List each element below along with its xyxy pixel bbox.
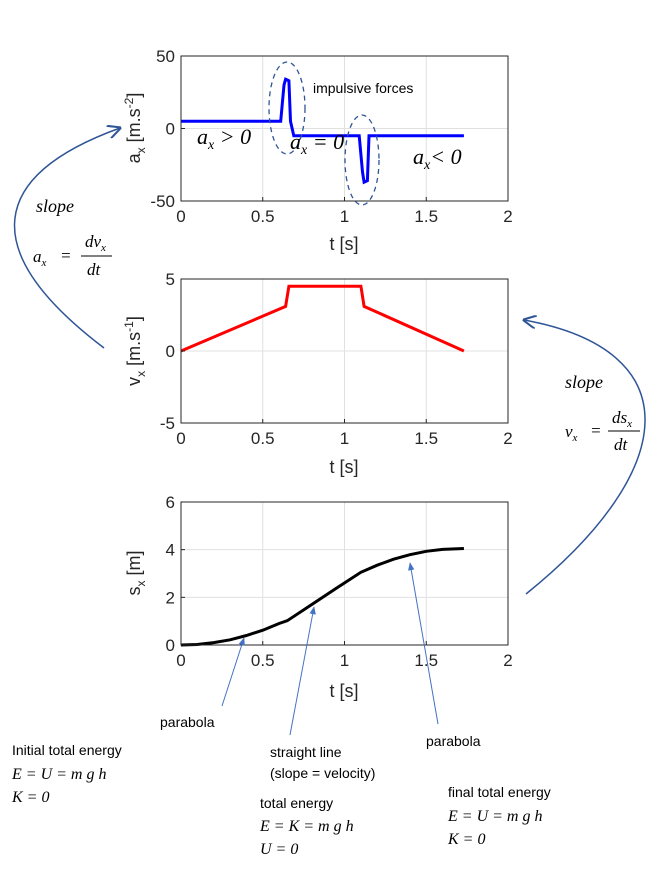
- svg-text:vx: vx: [565, 422, 578, 444]
- x-tick-label: 1: [340, 207, 349, 226]
- y-tick-label: -50: [150, 192, 175, 211]
- x-tick-label: 0: [176, 651, 185, 670]
- chart-velocity: 0 0.5 1 1.5 2-505 t [s] vx [m.s-1]: [122, 270, 513, 477]
- y-tick-label: 5: [166, 270, 175, 289]
- chart-displacement-ticks: 0 0.5 1 1.5 2 0 2 4 6: [166, 493, 513, 670]
- svg-text:dsx: dsx: [612, 408, 632, 430]
- impulse-ellipse-2: [344, 114, 380, 206]
- y-tick-label: 2: [166, 588, 175, 607]
- velocity-xlabel: t [s]: [329, 457, 358, 477]
- svg-text:ax: ax: [33, 247, 47, 269]
- x-tick-label: 0: [176, 429, 185, 448]
- displacement-ylabel: sx [m]: [124, 550, 148, 595]
- velocity-line: [180, 284, 465, 353]
- x-tick-label: 0.5: [251, 207, 275, 226]
- acceleration-ylabel: ax [m.s-2]: [122, 93, 148, 164]
- total-energy-block: total energy E = K = m g h U = 0: [259, 795, 354, 858]
- y-tick-label: -5: [160, 414, 175, 433]
- x-tick-label: 0.5: [251, 429, 275, 448]
- svg-text:K = 0: K = 0: [447, 831, 485, 848]
- x-tick-label: 1.5: [414, 429, 438, 448]
- ax-zero-label: ax = 0: [290, 129, 344, 158]
- left-slope-word: slope: [36, 196, 74, 216]
- left-slope-arrow: [13, 128, 120, 349]
- chart-velocity-grid: [180, 278, 509, 424]
- x-tick-label: 2: [503, 207, 512, 226]
- initial-energy-block: Initial total energy E = U = m g h K = 0: [11, 742, 122, 806]
- parabola-2-label: parabola: [426, 733, 481, 749]
- svg-text:E = U = m g h: E = U = m g h: [11, 766, 106, 783]
- parabola-2-arrow: [408, 562, 439, 725]
- svg-text:final total energy: final total energy: [448, 784, 551, 800]
- x-tick-label: 1.5: [414, 651, 438, 670]
- acceleration-xlabel: t [s]: [329, 234, 358, 254]
- impulsive-forces-label: impulsive forces: [313, 80, 413, 96]
- straight-line-label-2: (slope = velocity): [270, 765, 375, 781]
- ax-negative-label: ax< 0: [413, 144, 462, 173]
- y-tick-label: 4: [166, 541, 175, 560]
- svg-text:Initial total energy: Initial total energy: [12, 742, 122, 758]
- ax-positive-label: ax > 0: [197, 124, 251, 153]
- x-tick-label: 0: [176, 207, 185, 226]
- acceleration-line: [181, 77, 464, 185]
- svg-text:dt: dt: [614, 435, 629, 454]
- x-tick-label: 2: [503, 651, 512, 670]
- right-slope-formula: vx = dsx dt: [565, 408, 640, 454]
- y-tick-label: 6: [166, 493, 175, 512]
- velocity-ylabel: vx [m.s-1]: [122, 316, 148, 386]
- y-tick-label: 0: [166, 342, 175, 361]
- parabola-1-arrow: [221, 637, 245, 707]
- left-slope-formula: ax = dvx dt: [33, 232, 112, 279]
- x-tick-label: 1: [340, 651, 349, 670]
- svg-text:dvx: dvx: [85, 232, 106, 254]
- y-tick-label: 50: [156, 47, 175, 66]
- displacement-line: [180, 547, 464, 647]
- chart-displacement-grid: [180, 501, 509, 646]
- x-tick-label: 2: [503, 429, 512, 448]
- x-tick-label: 1: [340, 429, 349, 448]
- x-tick-label: 1.5: [414, 207, 438, 226]
- chart-velocity-ticks: 0 0.5 1 1.5 2-505: [160, 270, 513, 448]
- svg-text:dt: dt: [87, 260, 102, 279]
- svg-text:E = U = m g h: E = U = m g h: [447, 808, 542, 825]
- right-slope-word: slope: [565, 372, 603, 392]
- straight-line-arrow: [289, 606, 316, 736]
- displacement-xlabel: t [s]: [329, 681, 358, 701]
- straight-line-label: straight line: [270, 744, 342, 760]
- final-energy-block: final total energy E = U = m g h K = 0: [447, 784, 551, 848]
- x-tick-label: 0.5: [251, 651, 275, 670]
- right-slope-arrow: [524, 320, 646, 595]
- impulse-ellipse-1: [268, 61, 306, 155]
- svg-text:=: =: [60, 246, 71, 265]
- y-tick-label: 0: [166, 120, 175, 139]
- svg-text:K = 0: K = 0: [11, 789, 49, 806]
- svg-text:E = K = m g h: E = K = m g h: [259, 818, 354, 835]
- svg-text:=: =: [590, 421, 601, 440]
- svg-text:U = 0: U = 0: [260, 841, 298, 858]
- chart-displacement: 0 0.5 1 1.5 2 0 2 4 6 t [s] sx [m]: [124, 493, 513, 701]
- y-tick-label: 0: [166, 636, 175, 655]
- parabola-1-label: parabola: [160, 714, 215, 730]
- svg-text:total energy: total energy: [260, 795, 333, 811]
